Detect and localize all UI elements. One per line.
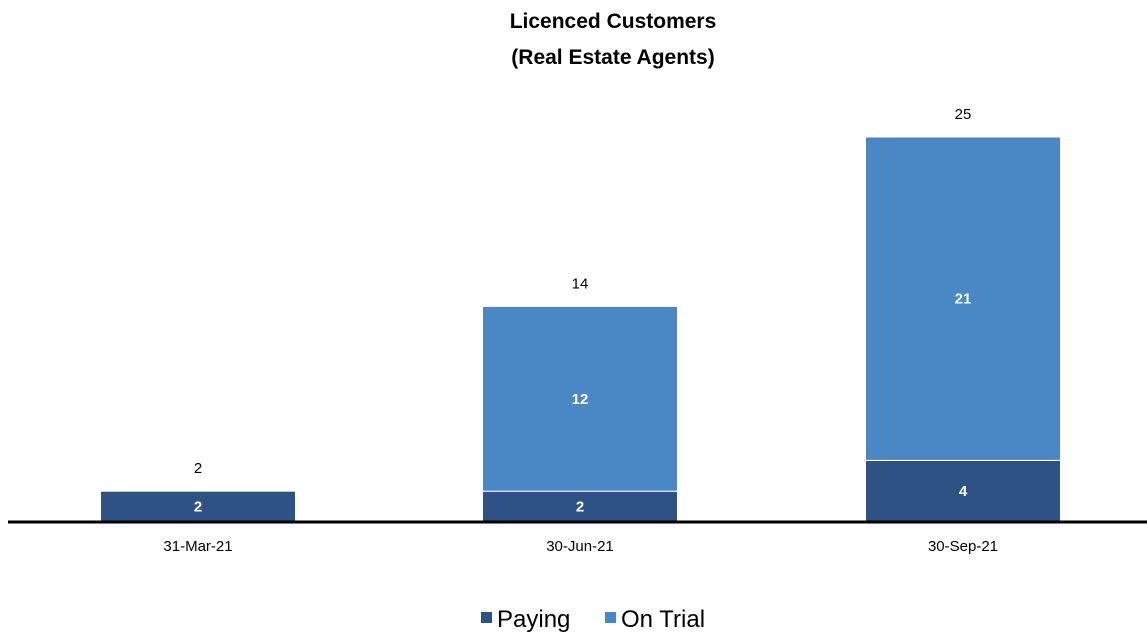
x-tick-labels: 31-Mar-21 30-Jun-21 30-Sep-21 — [163, 538, 998, 555]
legend-swatch-on-trial — [605, 612, 616, 623]
chart-subtitle: (Real Estate Agents) — [511, 46, 714, 69]
legend: Paying On Trial — [481, 606, 705, 632]
segment-label-on-trial-3: 21 — [955, 291, 972, 308]
bar-paying-1 — [100, 490, 296, 523]
segment-label-paying-2: 2 — [576, 499, 584, 516]
x-tick-label-3: 30-Sep-21 — [928, 538, 998, 555]
chart-title: Licenced Customers — [510, 10, 717, 33]
x-tick-label-1: 31-Mar-21 — [163, 538, 232, 555]
segment-label-paying-3: 4 — [959, 483, 968, 500]
segment-label-on-trial-2: 12 — [572, 391, 589, 408]
bar-paying-3 — [865, 459, 1061, 523]
legend-label-on-trial: On Trial — [621, 606, 705, 632]
bar-paying-2 — [482, 490, 678, 523]
legend-label-paying: Paying — [497, 606, 570, 632]
bars-group: 2 2 2 12 14 4 21 25 — [100, 106, 1061, 523]
bar-on-trial-2 — [482, 305, 678, 492]
legend-swatch-paying — [481, 612, 492, 623]
total-label-1: 2 — [194, 460, 202, 477]
x-tick-label-2: 30-Jun-21 — [546, 538, 614, 555]
total-label-2: 14 — [572, 275, 589, 292]
bar-on-trial-3 — [865, 136, 1061, 461]
total-label-3: 25 — [955, 106, 972, 123]
segment-label-paying-1: 2 — [194, 499, 202, 516]
